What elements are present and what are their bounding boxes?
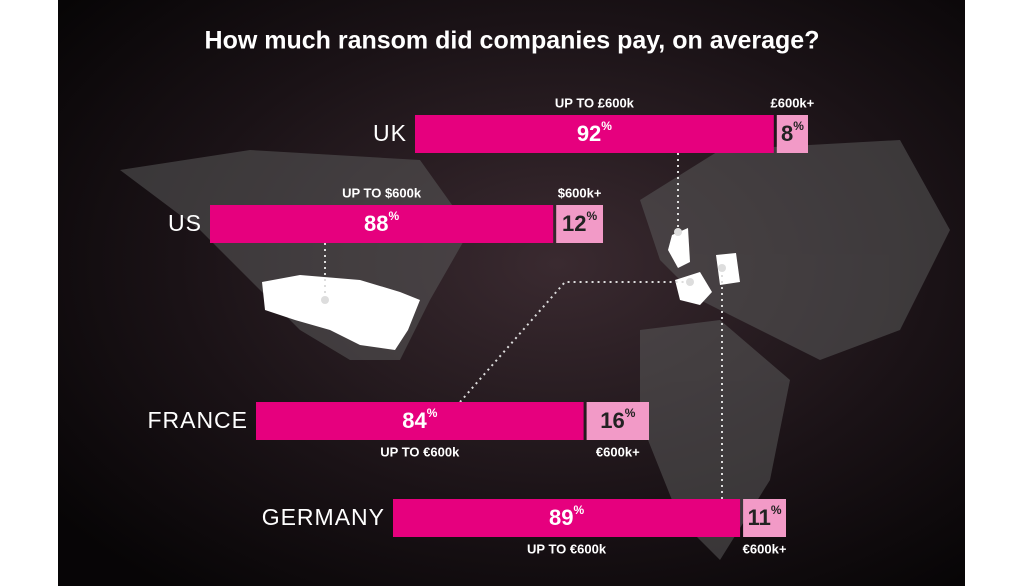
unit: % <box>389 209 400 223</box>
unit: % <box>587 209 598 223</box>
value-label: 89% <box>549 503 584 530</box>
unit: % <box>573 503 584 517</box>
segment-label: UP TO £600k <box>555 95 635 110</box>
value: 16 <box>600 408 624 433</box>
unit: % <box>601 119 612 133</box>
country-name: UK <box>373 120 407 146</box>
unit: % <box>625 406 636 420</box>
value: 84 <box>402 408 427 433</box>
segment-label: $600k+ <box>558 185 602 200</box>
title: How much ransom did companies pay, on av… <box>205 27 820 55</box>
segment-label: UP TO €600k <box>380 444 460 459</box>
bar-segment <box>393 499 741 537</box>
segment-label: UP TO €600k <box>527 541 607 556</box>
bar-segment <box>415 115 774 153</box>
bar-segment <box>586 402 649 440</box>
bar-segment <box>210 205 554 243</box>
value-label: 92% <box>577 119 612 146</box>
bar-segment <box>776 115 808 153</box>
country-name: US <box>168 210 202 236</box>
value-label: 88% <box>364 209 399 236</box>
segment-label: €600k+ <box>596 444 640 459</box>
value-label: 12% <box>562 209 597 236</box>
value: 89 <box>549 505 573 530</box>
unit: % <box>793 119 804 133</box>
value: 92 <box>577 121 601 146</box>
segment-label: €600k+ <box>743 541 787 556</box>
country-name: GERMANY <box>262 504 385 530</box>
bar-segment <box>743 499 786 537</box>
value: 11 <box>748 505 771 530</box>
value: 88 <box>364 211 388 236</box>
connectors <box>324 153 723 499</box>
value: 12 <box>562 211 586 236</box>
value-label: 8% <box>781 119 804 146</box>
bar-segment <box>556 205 603 243</box>
unit: % <box>771 503 782 517</box>
segment-label: UP TO $600k <box>342 185 422 200</box>
value-label: 16% <box>600 406 635 433</box>
segment-label: £600k+ <box>771 95 815 110</box>
connector-dots <box>321 228 726 304</box>
value-label: 84% <box>402 406 437 433</box>
value: 8 <box>781 121 793 146</box>
country-name: FRANCE <box>147 407 248 433</box>
value-label: 11% <box>748 503 782 530</box>
bar-segment <box>256 402 584 440</box>
unit: % <box>427 406 438 420</box>
